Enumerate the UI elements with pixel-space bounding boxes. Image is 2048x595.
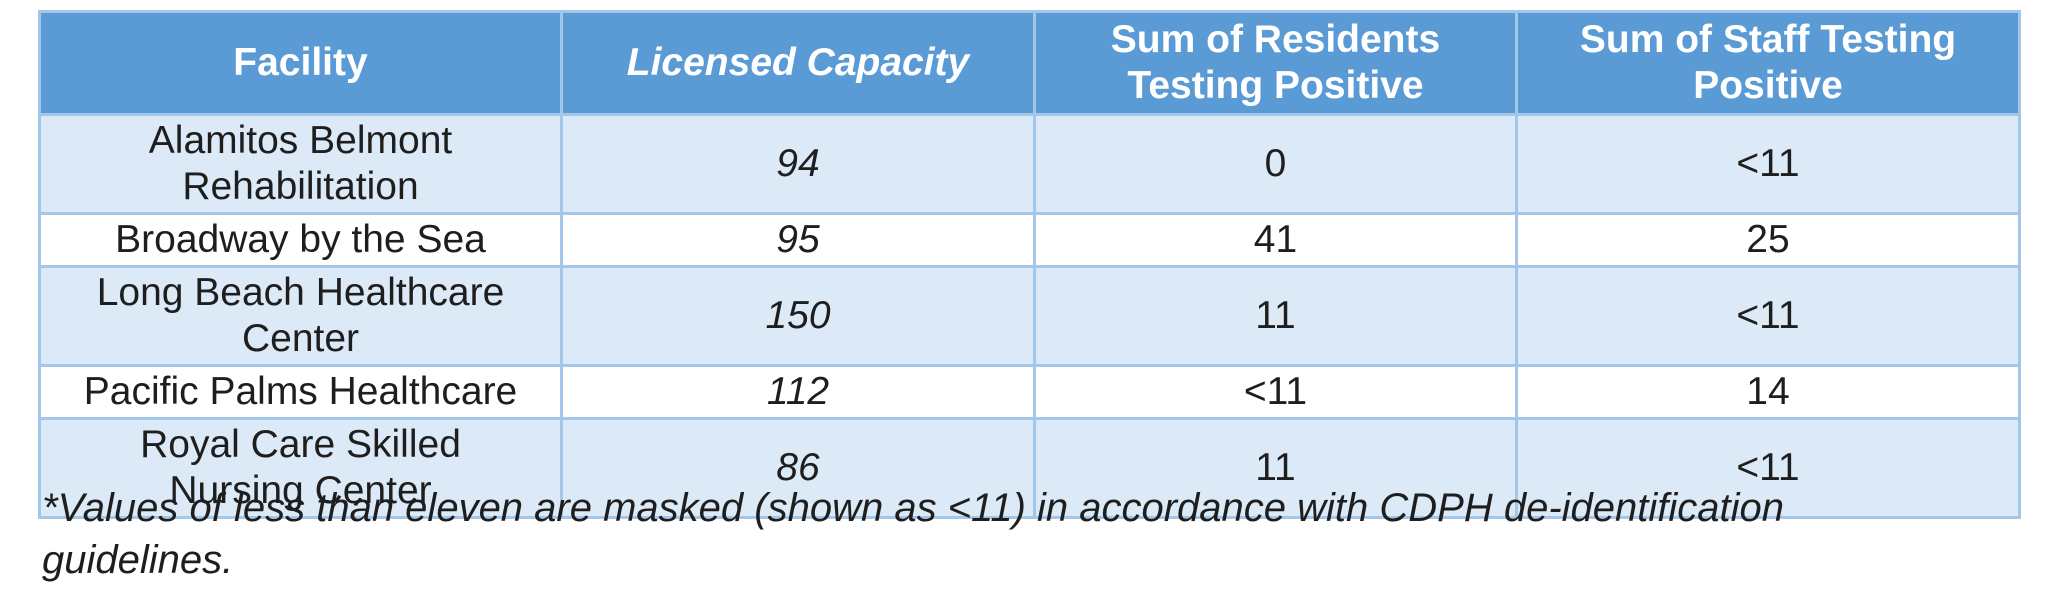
facility-name-cell: Royal Care Skilled Nursing Center: [38, 417, 563, 520]
licensed-capacity-cell: 86: [560, 417, 1036, 520]
table-body: Alamitos Belmont Rehabilitation 94 0 <11…: [38, 112, 2021, 520]
facility-name-cell: Broadway by the Sea: [38, 212, 563, 269]
column-header-facility: Facility: [38, 10, 563, 116]
table-row: Long Beach Healthcare Center 150 11 <11: [38, 265, 2021, 368]
facility-testing-table: Facility Licensed Capacity Sum of Reside…: [38, 10, 2021, 520]
licensed-capacity-cell: 94: [560, 112, 1036, 216]
residents-positive-cell: 11: [1033, 417, 1518, 520]
residents-positive-cell: 0: [1033, 112, 1518, 216]
header-row: Facility Licensed Capacity Sum of Reside…: [38, 10, 2021, 116]
staff-positive-cell: <11: [1515, 265, 2021, 368]
facility-name-cell: Long Beach Healthcare Center: [38, 265, 563, 368]
table-row: Broadway by the Sea 95 41 25: [38, 212, 2021, 269]
residents-positive-cell: 11: [1033, 265, 1518, 368]
table-row: Royal Care Skilled Nursing Center 86 11 …: [38, 417, 2021, 520]
licensed-capacity-cell: 150: [560, 265, 1036, 368]
licensed-capacity-cell: 112: [560, 364, 1036, 421]
staff-positive-cell: 25: [1515, 212, 2021, 269]
column-header-residents-positive: Sum of Residents Testing Positive: [1033, 10, 1518, 116]
table-header: Facility Licensed Capacity Sum of Reside…: [38, 10, 2021, 116]
staff-positive-cell: 14: [1515, 364, 2021, 421]
column-header-licensed-capacity: Licensed Capacity: [560, 10, 1036, 116]
residents-positive-cell: 41: [1033, 212, 1518, 269]
staff-positive-cell: <11: [1515, 112, 2021, 216]
facility-name-cell: Alamitos Belmont Rehabilitation: [38, 112, 563, 216]
column-header-staff-positive: Sum of Staff Testing Positive: [1515, 10, 2021, 116]
table-row: Pacific Palms Healthcare 112 <11 14: [38, 364, 2021, 421]
residents-positive-cell: <11: [1033, 364, 1518, 421]
table-row: Alamitos Belmont Rehabilitation 94 0 <11: [38, 112, 2021, 216]
masking-footnote: *Values of less than eleven are masked (…: [42, 486, 1785, 582]
licensed-capacity-cell: 95: [560, 212, 1036, 269]
facility-name-cell: Pacific Palms Healthcare: [38, 364, 563, 421]
staff-positive-cell: <11: [1515, 417, 2021, 520]
